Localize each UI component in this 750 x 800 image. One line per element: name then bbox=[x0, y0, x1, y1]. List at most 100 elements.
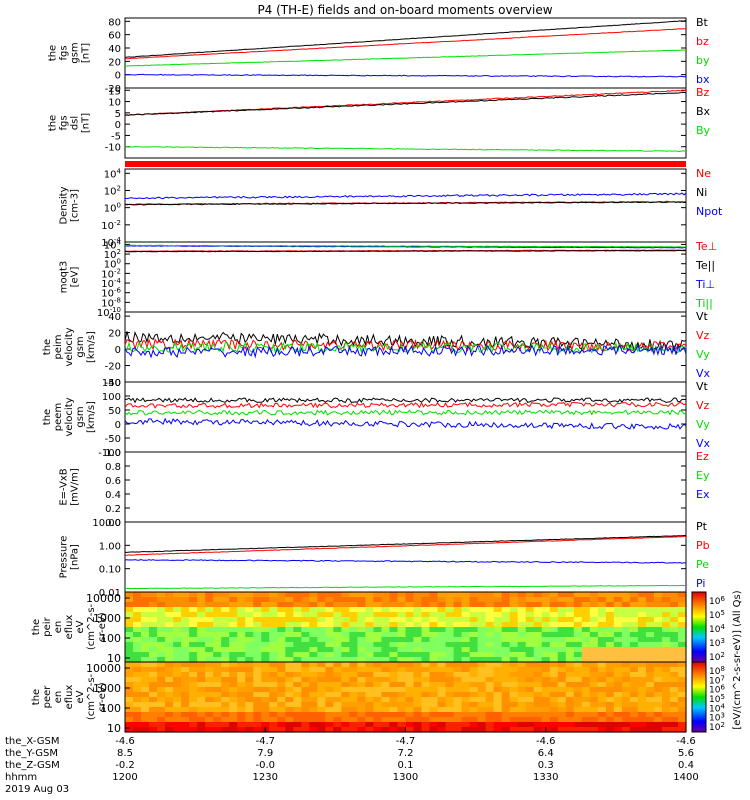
series-Vz bbox=[124, 337, 687, 353]
ytick-label: 0.10 bbox=[99, 565, 121, 576]
legend-Vy: Vy bbox=[696, 418, 710, 431]
legend-Ey: Ey bbox=[696, 469, 710, 482]
legend-Vt: Vt bbox=[696, 380, 709, 393]
series-Vy bbox=[124, 341, 687, 355]
ytick-label: -50 bbox=[105, 434, 121, 445]
legend-Vx: Vx bbox=[696, 367, 711, 380]
ylabel-line: the bbox=[48, 45, 59, 61]
colorbar-0: 106 105 104 103 102 bbox=[691, 591, 725, 663]
ytick-label: -20 bbox=[105, 84, 121, 95]
ytick-label: -10 bbox=[105, 143, 121, 154]
ylabel-line: [nT] bbox=[81, 113, 92, 133]
series-Pi bbox=[124, 558, 687, 564]
legend-Vt: Vt bbox=[696, 310, 709, 323]
colorbar-tick: 103 bbox=[709, 637, 725, 649]
series-bz bbox=[124, 28, 686, 60]
ylabel-line: velocity bbox=[64, 327, 75, 366]
ylabel-line: en bbox=[53, 691, 64, 704]
ylabel-line: fgs bbox=[59, 45, 70, 60]
legend-By: By bbox=[696, 124, 711, 137]
ylabel-line: sr-eV) bbox=[97, 612, 108, 641]
ylabel-line: the bbox=[42, 339, 53, 355]
x-tick-value: -4.6 bbox=[676, 736, 696, 747]
panel-fgs: -20 0 20 40 60 80 the fgs gsm [nT] Bt bz by bx bbox=[48, 16, 710, 95]
x-row-label: the_Z-GSM bbox=[5, 760, 60, 771]
legend-Ni: Ni bbox=[696, 186, 707, 199]
ylabel-line: [nPa] bbox=[70, 544, 81, 570]
ytick-label: -5 bbox=[111, 131, 121, 142]
colorbar-tick: 105 bbox=[709, 609, 725, 621]
ytick-label: 100 bbox=[104, 202, 121, 215]
ylabel-line: gsm bbox=[70, 42, 81, 63]
x-tick-value: 1200 bbox=[112, 772, 137, 783]
ylabel-line: dsl bbox=[70, 116, 81, 130]
x-tick-value: 5.6 bbox=[678, 748, 694, 759]
legend-bz: bz bbox=[696, 35, 709, 48]
ytick-label: 0.01 bbox=[99, 588, 121, 599]
ytick-label: 100 bbox=[102, 392, 121, 403]
ylabel-line: moqt3 bbox=[59, 261, 70, 294]
ytick-label: 0 bbox=[115, 120, 121, 131]
ytick-label: 100 bbox=[100, 632, 121, 645]
x-row-label: the_Y-GSM bbox=[5, 748, 58, 759]
legend-Pt: Pt bbox=[696, 520, 708, 533]
x-tick-value: 7.9 bbox=[257, 748, 273, 759]
ytick-label: -20 bbox=[105, 362, 121, 373]
series-Pb bbox=[125, 535, 687, 556]
panel-efield: 0.0 0.2 0.4 0.6 0.8 1.0 E=-VxB [mV/m] Ez Ey Ex bbox=[59, 448, 710, 529]
x-tick-value: -4.7 bbox=[396, 736, 416, 747]
x-tick-value: 0.1 bbox=[398, 760, 414, 771]
legend-Pi: Pi bbox=[696, 577, 705, 590]
series-Vy bbox=[124, 409, 687, 416]
legend-Vy: Vy bbox=[696, 348, 710, 361]
ylabel-line: [km/s] bbox=[86, 401, 97, 433]
legend-Ex: Ex bbox=[696, 488, 710, 501]
ytick-label: 10000 bbox=[86, 592, 121, 605]
colorbar-tick: 106 bbox=[709, 595, 725, 607]
x-tick-value: 1330 bbox=[533, 772, 558, 783]
series-Vx bbox=[124, 344, 687, 359]
legend-Ez: Ez bbox=[696, 450, 709, 463]
ylabel-line: (cm^2-s- bbox=[86, 673, 97, 720]
series-Vx bbox=[124, 417, 687, 430]
ytick-label: 102 bbox=[104, 184, 121, 197]
colorbar-tick: 102 bbox=[709, 651, 725, 663]
legend-Ti||: Ti|| bbox=[695, 297, 713, 310]
ylabel-line: [nT] bbox=[81, 43, 92, 63]
ytick-label: 20 bbox=[108, 329, 121, 340]
ytick-label: 150 bbox=[102, 378, 121, 389]
legend-Ti⊥: Ti⊥ bbox=[695, 278, 715, 291]
ytick-label: 1.00 bbox=[99, 541, 121, 552]
x-row-label: hhmm bbox=[5, 772, 37, 783]
x-tick-value: -0.0 bbox=[255, 760, 275, 771]
series-Vt bbox=[124, 397, 687, 404]
panel-peir: 10 100 1000 10000 the peir en eflux eV (cm^2-s-sr… bbox=[31, 591, 687, 665]
ytick-label: 104 bbox=[104, 167, 122, 180]
ylabel-line: the bbox=[31, 689, 42, 705]
ytick-label: 50 bbox=[108, 406, 121, 417]
ylabel-line: the bbox=[42, 409, 53, 425]
legend-by: by bbox=[696, 54, 710, 67]
legend-Te||: Te|| bbox=[695, 259, 715, 272]
ytick-label: 10 bbox=[107, 652, 121, 665]
ylabel-line: the bbox=[31, 619, 42, 635]
ytick-label: 1000 bbox=[93, 682, 121, 695]
series-Pt bbox=[125, 534, 687, 553]
x-tick-value: 1400 bbox=[673, 772, 698, 783]
ylabel-line: gsm bbox=[75, 336, 86, 357]
ytick-label: 0.4 bbox=[105, 490, 121, 501]
legend-Vx: Vx bbox=[696, 437, 711, 450]
ytick-label: 0.8 bbox=[105, 462, 121, 473]
ylabel-line: Pressure bbox=[59, 536, 70, 579]
ylabel-line: (cm^2-s- bbox=[86, 603, 97, 650]
ylabel-line: eV bbox=[75, 620, 86, 633]
ylabel-line: eflux bbox=[64, 685, 75, 710]
x-tick-value: -4.6 bbox=[536, 736, 556, 747]
panel-peim: -40 -20 0 20 40 the peim velocity gsm [km/s] Vt Vz V… bbox=[42, 310, 711, 389]
ytick-label: 0 bbox=[115, 71, 121, 82]
colorbar-tick: 102 bbox=[709, 721, 725, 733]
series-Te|| bbox=[124, 249, 687, 253]
state-bar bbox=[125, 161, 686, 167]
